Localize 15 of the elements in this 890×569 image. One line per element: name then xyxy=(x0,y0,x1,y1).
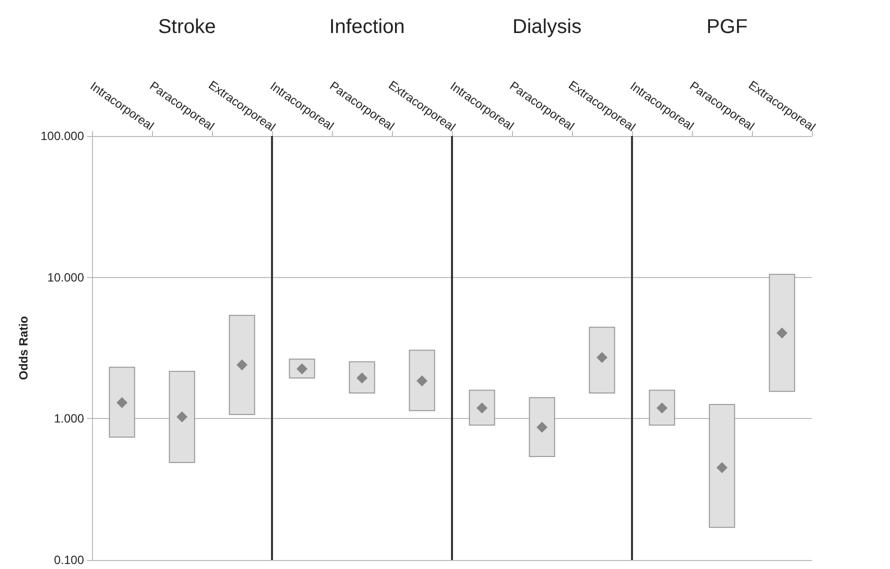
point xyxy=(176,411,188,422)
bar xyxy=(228,314,256,416)
chart-title: Stroke xyxy=(158,16,216,38)
y-tick-label: 10.000 xyxy=(47,270,84,284)
y-axis-title: Odds Ratio xyxy=(16,316,31,380)
bar xyxy=(168,370,196,463)
bar xyxy=(108,366,136,438)
chart-title: Infection xyxy=(329,16,405,38)
chart-title: PGF xyxy=(706,16,748,38)
point xyxy=(236,359,248,370)
y-tick-label: 0.100 xyxy=(54,553,84,567)
chart-title: Dialysis xyxy=(512,16,582,38)
y-tick-label: 1.000 xyxy=(54,412,84,426)
point xyxy=(116,397,128,408)
y-tick-label: 100.000 xyxy=(40,129,84,143)
